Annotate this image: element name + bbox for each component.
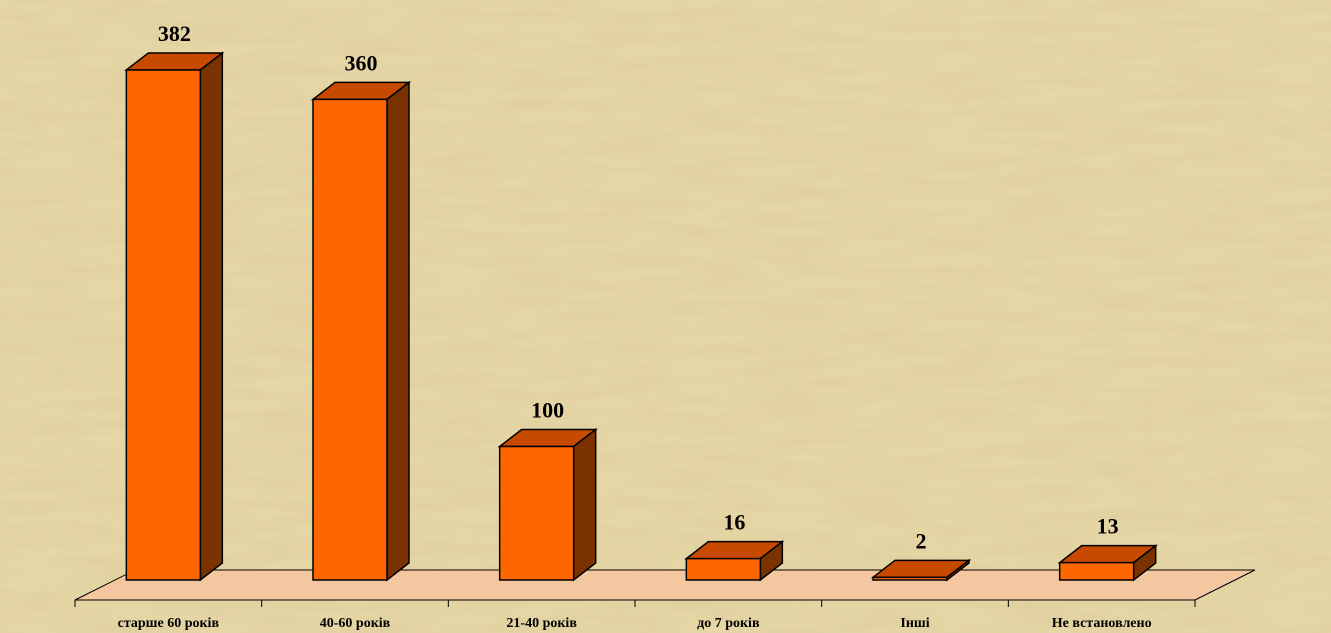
bar-front [685, 557, 762, 581]
bar-side [386, 80, 410, 582]
data-label: 360 [345, 50, 378, 75]
bar-side [199, 51, 224, 582]
bar [497, 427, 598, 582]
bar-front [498, 445, 575, 581]
bar [684, 540, 785, 582]
x-tick-label: 40-60 років [320, 616, 391, 631]
bar [124, 51, 225, 582]
bar [870, 558, 972, 582]
x-tick-label: 21-40 років [506, 616, 577, 631]
data-label: 16 [723, 510, 745, 535]
x-tick-label: Не встановлено [1052, 616, 1152, 631]
x-tick-label: до 7 років [697, 616, 760, 631]
data-label: 13 [1097, 514, 1119, 539]
bar-front [872, 576, 948, 581]
bar-front [312, 98, 388, 581]
bar-side [572, 427, 597, 582]
bar-front [125, 69, 202, 581]
bar [310, 80, 412, 582]
data-label: 100 [531, 397, 564, 422]
bar [1057, 544, 1158, 582]
data-label: 382 [158, 21, 191, 46]
data-label: 2 [916, 528, 927, 553]
x-tick-label: старше 60 років [118, 616, 220, 631]
x-tick-label: Інші [900, 616, 929, 631]
bar-front [1058, 561, 1135, 581]
